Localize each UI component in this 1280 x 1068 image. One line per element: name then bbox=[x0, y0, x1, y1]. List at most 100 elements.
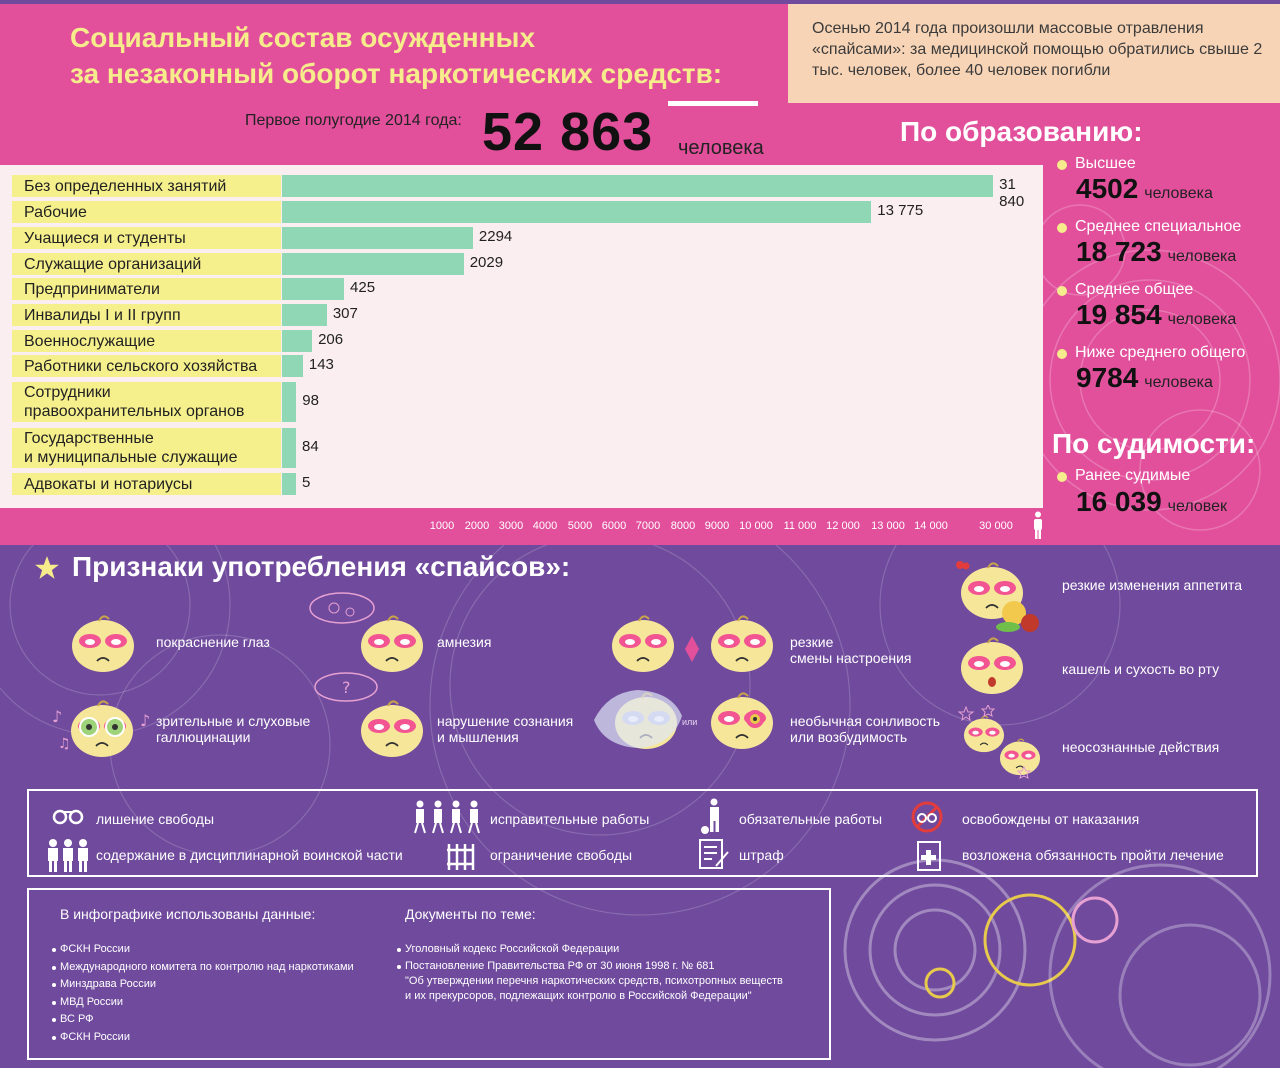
soldiers-icon bbox=[45, 838, 91, 879]
music-notes-icon: ♪ ♪ ♫ bbox=[52, 702, 152, 757]
category-label: Военнослужащие bbox=[12, 330, 281, 352]
source-item: ВС РФ bbox=[60, 1013, 94, 1026]
bar-value-label: 143 bbox=[308, 356, 334, 373]
category-label-text: Предприниматели bbox=[24, 280, 160, 299]
category-label: Государственные и муниципальные служащие bbox=[12, 428, 281, 468]
sign-label: кашель и сухость во рту bbox=[1062, 661, 1219, 677]
category-label-text: Инвалиды I и II групп bbox=[24, 306, 181, 325]
education-unit: человека bbox=[1167, 311, 1237, 328]
x-axis: 1000 2000 3000 4000 5000 6000 7000 8000 9000 10 0… bbox=[0, 508, 1043, 545]
no-handcuffs-icon bbox=[910, 801, 946, 838]
sign-label-line: или возбудимость bbox=[790, 729, 908, 745]
fruits-icon bbox=[996, 601, 1039, 632]
x-tick-label: 12 000 bbox=[826, 520, 860, 532]
bar bbox=[282, 355, 303, 377]
penalty-label: ограничение свободы bbox=[490, 847, 633, 863]
category-label-text: Рабочие bbox=[24, 203, 87, 222]
criminal-label: Ранее судимые bbox=[1075, 467, 1191, 484]
penalty-label: возложена обязанность пройти лечение bbox=[962, 847, 1224, 863]
education-unit: человека bbox=[1144, 374, 1213, 391]
sign-label: амнезия bbox=[437, 634, 491, 650]
page-title: Социальный состав осужденных за незаконн… bbox=[70, 20, 770, 92]
or-label: или bbox=[682, 717, 698, 727]
thought-bubble-icon: ? bbox=[312, 671, 382, 710]
x-tick-label: 10 000 bbox=[739, 520, 773, 532]
signs-heading: Признаки употребления «спайсов»: bbox=[72, 551, 571, 582]
bars-icon bbox=[445, 842, 475, 877]
star-icon bbox=[35, 556, 59, 579]
sign-label-line: кашель и сухость во рту bbox=[1062, 661, 1220, 677]
bar-value-label: 5 bbox=[302, 474, 311, 491]
handcuffs-icon bbox=[52, 806, 84, 831]
category-label-line: и муниципальные служащие bbox=[24, 449, 238, 466]
education-value: 18 723 человека bbox=[1076, 236, 1236, 268]
face-holder bbox=[708, 615, 776, 678]
category-label-line: Государственные bbox=[24, 430, 154, 447]
bar-value-label: 98 bbox=[302, 392, 319, 409]
bar bbox=[282, 382, 297, 422]
stars-icon bbox=[957, 703, 1038, 786]
source-item: ФСКН России bbox=[60, 1031, 130, 1043]
category-label-text: Служащие организаций bbox=[24, 255, 201, 274]
fruits-icon bbox=[990, 585, 1050, 640]
diamond-arrows-icon bbox=[685, 636, 699, 662]
sources-box bbox=[27, 888, 831, 1060]
sign-label-line: смены настроения bbox=[790, 650, 912, 666]
sign-label: резкие смены настроения bbox=[790, 634, 912, 666]
education-label: Высшее bbox=[1075, 155, 1136, 172]
bullet-dot bbox=[52, 1000, 56, 1005]
education-unit: человека bbox=[1144, 185, 1213, 202]
bar-value-label: 13 775 bbox=[877, 202, 924, 219]
face-amnesia-icon bbox=[361, 615, 423, 672]
penalty-label: исправительные работы bbox=[490, 811, 650, 827]
category-label-line: Инвалиды I и II групп bbox=[24, 306, 181, 324]
bullet-dot bbox=[52, 1018, 56, 1023]
category-label-line: Адвокаты и нотариусы bbox=[24, 475, 193, 493]
education-label: Среднее общее bbox=[1075, 281, 1194, 298]
x-tick-label: 4000 bbox=[532, 520, 558, 532]
bar-value-label: 31 840 bbox=[999, 176, 1025, 210]
category-label-line: Работники сельского хозяйства bbox=[24, 357, 258, 375]
sign-label: нарушение сознания и мышления bbox=[437, 713, 573, 745]
x-tick-label: 6000 bbox=[601, 520, 627, 532]
face-holder bbox=[998, 738, 1042, 781]
cherry-icon bbox=[955, 556, 971, 575]
penalty-label: штраф bbox=[739, 847, 784, 863]
category-label-line: Служащие организаций bbox=[24, 255, 202, 273]
bar bbox=[282, 304, 327, 326]
x-tick-label: 14 000 bbox=[914, 520, 948, 532]
category-label-text: Государственные и муниципальные служащие bbox=[24, 429, 237, 467]
sign-label-line: зрительные и слуховые bbox=[156, 713, 311, 729]
sign-label: покраснение глаз bbox=[156, 634, 270, 650]
svg-text:?: ? bbox=[342, 678, 351, 697]
category-label-text: Сотрудники правоохранительных органов bbox=[24, 383, 244, 421]
bullet-dot bbox=[1057, 472, 1067, 482]
x-tick-label: 5000 bbox=[567, 520, 593, 532]
bar bbox=[282, 227, 473, 249]
category-label: Адвокаты и нотариусы bbox=[12, 473, 281, 495]
education-number: 4502 bbox=[1076, 173, 1139, 204]
bar bbox=[282, 428, 296, 468]
source-item: МВД России bbox=[60, 995, 124, 1008]
bar bbox=[282, 330, 313, 352]
sign-label-line: нарушение сознания bbox=[437, 713, 574, 729]
title-line-2: за незаконный оборот наркотических средс… bbox=[70, 58, 723, 89]
sign-label-line: неосознанные действия bbox=[1062, 739, 1220, 755]
sign-label: неосознанные действия bbox=[1062, 739, 1219, 755]
face-hallucinations-icon bbox=[71, 700, 133, 757]
education-value: 9784 человека bbox=[1076, 362, 1213, 394]
education-value: 19 854 человека bbox=[1076, 299, 1236, 331]
document-item-line: Уголовный кодекс Российской Федерации bbox=[405, 943, 620, 955]
face-dizzy-icon bbox=[963, 715, 1005, 753]
face-holder bbox=[68, 700, 136, 763]
workers-icon bbox=[412, 800, 482, 839]
x-tick-label: 3000 bbox=[498, 520, 524, 532]
category-label-line: Рабочие bbox=[24, 203, 87, 221]
period-label: Первое полугодие 2014 года: bbox=[245, 112, 462, 129]
penalty-label: содержание в дисциплинарной воинской час… bbox=[96, 847, 403, 863]
face-holder bbox=[69, 615, 137, 678]
face-confusion-icon bbox=[361, 700, 423, 757]
education-label: Ниже среднего общего bbox=[1075, 344, 1246, 361]
document-pen-icon bbox=[698, 838, 730, 877]
top-border-line bbox=[0, 0, 1280, 4]
